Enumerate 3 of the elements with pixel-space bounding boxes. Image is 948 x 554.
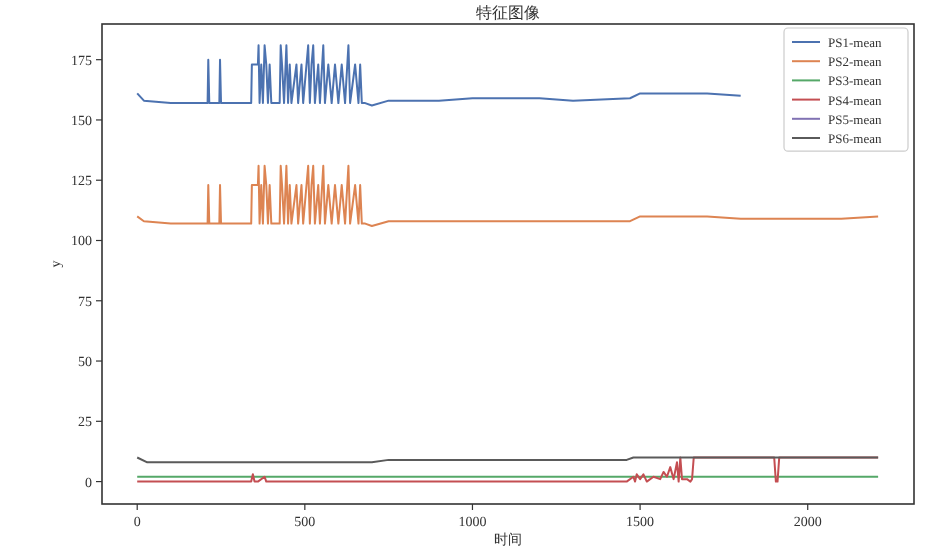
line-series (136, 44, 742, 107)
chart-title: 特征图像 (476, 4, 540, 22)
line-series (136, 164, 880, 228)
